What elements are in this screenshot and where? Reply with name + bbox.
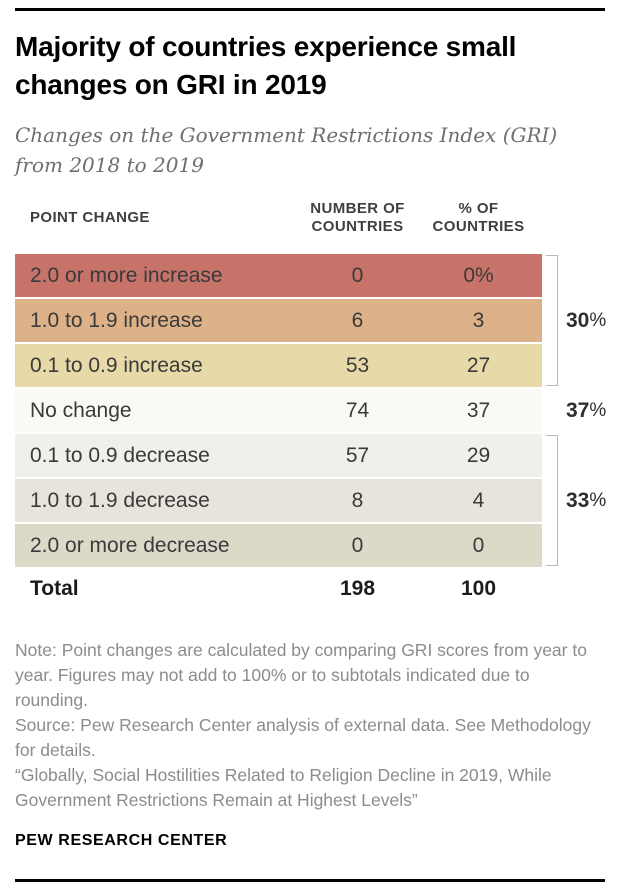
subtotal-value: 30 — [566, 308, 590, 332]
source-text: Source: Pew Research Center analysis of … — [15, 715, 591, 760]
row-number: 8 — [351, 488, 364, 512]
increase-subtotal-bracket — [546, 255, 558, 386]
row-percent: 37 — [466, 398, 491, 422]
row-label: 1.0 to 1.9 increase — [30, 308, 203, 332]
table-row-2.0-or-more-decrease: 2.0 or more decrease 0 0 — [15, 524, 542, 567]
bottom-rule — [15, 879, 605, 882]
row-percent: 27 — [466, 353, 491, 377]
percent-sign: % — [589, 309, 607, 331]
row-percent: 29 — [466, 443, 491, 467]
footnotes: Note: Point changes are calculated by co… — [15, 638, 603, 813]
table-row-no-change: No change 74 37 — [15, 389, 542, 432]
pew-research-center-wordmark: PEW RESEARCH CENTER — [15, 832, 228, 849]
row-number: 0 — [351, 533, 364, 557]
row-label: 1.0 to 1.9 decrease — [30, 488, 210, 512]
row-label: 2.0 or more decrease — [30, 533, 230, 557]
table-total-row: Total 198 100 — [15, 569, 542, 609]
decrease-subtotal-label: 33% — [566, 435, 606, 566]
column-header-line: COUNTRIES — [311, 218, 404, 235]
note-text: Note: Point changes are calculated by co… — [15, 640, 587, 710]
decrease-subtotal-bracket — [546, 435, 558, 566]
row-number: 74 — [345, 398, 370, 422]
total-number: 198 — [339, 577, 376, 600]
table-header-row: POINT CHANGE NUMBER OF COUNTRIES % OF CO… — [15, 200, 542, 236]
row-number: 57 — [345, 443, 370, 467]
increase-subtotal-label: 30% — [566, 255, 606, 386]
column-header-number-of-countries: NUMBER OF COUNTRIES — [300, 200, 415, 236]
row-label: 0.1 to 0.9 decrease — [30, 443, 210, 467]
row-percent: 4 — [472, 488, 485, 512]
row-number: 0 — [351, 263, 364, 287]
column-header-line: % OF — [458, 200, 499, 217]
subtotal-value: 37 — [566, 398, 590, 422]
chart-subtitle: Changes on the Government Restrictions I… — [15, 123, 558, 177]
percent-sign: % — [589, 489, 607, 511]
gri-change-table: POINT CHANGE NUMBER OF COUNTRIES % OF CO… — [15, 200, 606, 611]
row-percent: 0% — [463, 263, 494, 287]
row-label: 2.0 or more increase — [30, 263, 223, 287]
total-percent: 100 — [460, 577, 497, 600]
table-row-1.0-to-1.9-increase: 1.0 to 1.9 increase 6 3 — [15, 299, 542, 342]
report-title-text: “Globally, Social Hostilities Related to… — [15, 765, 552, 810]
table-row-0.1-to-0.9-decrease: 0.1 to 0.9 decrease 57 29 — [15, 434, 542, 477]
subtotal-value: 33 — [566, 488, 590, 512]
column-header-pct-of-countries: % OF COUNTRIES — [415, 200, 542, 236]
total-label: Total — [30, 577, 79, 600]
table-row-1.0-to-1.9-decrease: 1.0 to 1.9 decrease 8 4 — [15, 479, 542, 522]
row-number: 6 — [351, 308, 364, 332]
row-label: No change — [30, 398, 132, 422]
no-change-subtotal-label: 37% — [566, 389, 606, 432]
table-body: 2.0 or more increase 0 0% 1.0 to 1.9 inc… — [15, 254, 606, 609]
table-row-2.0-or-more-increase: 2.0 or more increase 0 0% — [15, 254, 542, 297]
column-header-point-change: POINT CHANGE — [30, 209, 150, 226]
row-number: 53 — [345, 353, 370, 377]
chart-title: Majority of countries experience small c… — [15, 31, 517, 100]
table-row-0.1-to-0.9-increase: 0.1 to 0.9 increase 53 27 — [15, 344, 542, 387]
column-header-line: NUMBER OF — [310, 200, 405, 217]
row-percent: 3 — [472, 308, 485, 332]
column-header-line: COUNTRIES — [432, 218, 525, 235]
percent-sign: % — [589, 399, 607, 421]
top-rule — [15, 8, 605, 11]
row-label: 0.1 to 0.9 increase — [30, 353, 203, 377]
row-percent: 0 — [472, 533, 485, 557]
